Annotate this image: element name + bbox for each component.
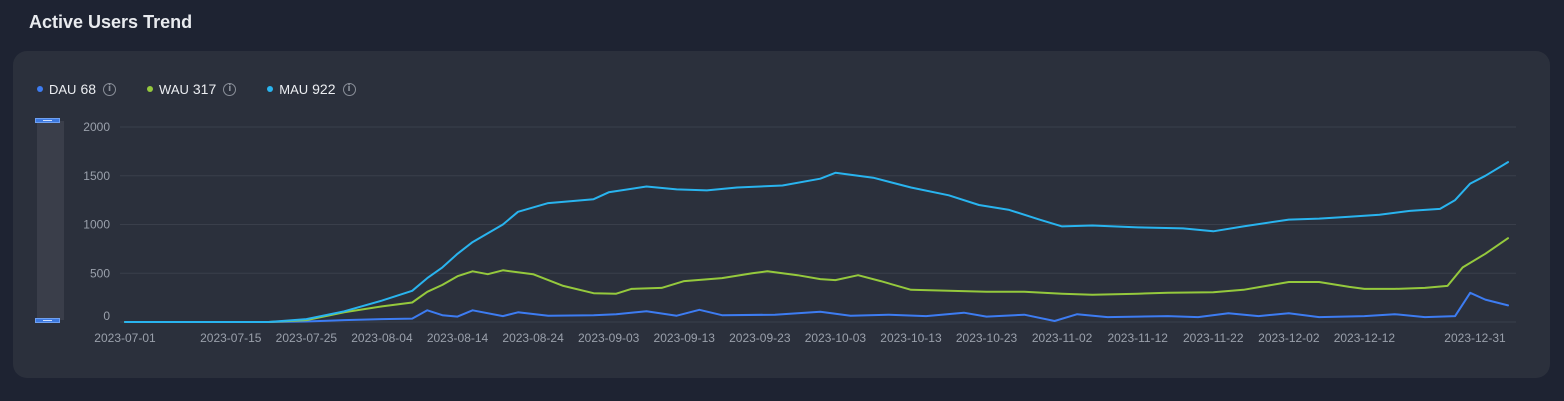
legend-value-mau: 922 xyxy=(312,81,336,97)
y-tick-label: 0 xyxy=(103,309,110,323)
legend-item-wau[interactable]: WAU 317 i xyxy=(147,81,237,97)
x-tick-label: 2023-10-13 xyxy=(880,331,942,345)
legend-dot-dau xyxy=(37,86,43,92)
x-tick-label: 2023-08-24 xyxy=(502,331,564,345)
x-tick-label: 2023-11-12 xyxy=(1107,331,1168,345)
legend-dot-mau xyxy=(267,86,274,92)
y-tick-label: 500 xyxy=(90,266,110,280)
series-line-wau[interactable] xyxy=(124,237,1509,323)
x-tick-label: 2023-12-12 xyxy=(1334,331,1396,345)
x-tick-label: 2023-07-01 xyxy=(94,331,156,345)
legend-item-dau[interactable]: DAU 68 i xyxy=(37,81,117,97)
x-tick-label: 2023-07-25 xyxy=(276,331,338,345)
x-tick-label: 2023-10-23 xyxy=(956,331,1018,345)
legend-dot-wau xyxy=(147,86,154,92)
x-tick-label: 2023-07-15 xyxy=(200,331,262,345)
legend-value-wau: 317 xyxy=(192,81,217,97)
legend-value-dau: 68 xyxy=(80,81,97,97)
zoom-handle-top[interactable] xyxy=(35,118,60,123)
page-title: Active Users Trend xyxy=(29,12,193,32)
x-tick-label: 2023-12-31 xyxy=(1444,331,1506,345)
series-line-mau[interactable] xyxy=(124,161,1509,323)
chart-card: DAU 68 i WAU 317 i MAU 922 i xyxy=(13,51,1550,378)
x-tick-label: 2023-11-22 xyxy=(1183,331,1244,345)
legend-label-wau: WAU xyxy=(159,81,189,97)
chart-legend: DAU 68 i WAU 317 i MAU 922 i xyxy=(37,81,387,97)
x-tick-label: 2023-09-03 xyxy=(578,331,640,345)
x-tick-label: 2023-08-04 xyxy=(351,331,413,345)
x-tick-label: 2023-09-23 xyxy=(729,331,791,345)
info-icon[interactable]: i xyxy=(103,82,117,96)
x-tick-label: 2023-11-02 xyxy=(1032,331,1093,345)
x-tick-label: 2023-10-03 xyxy=(805,331,867,345)
x-tick-label: 2023-08-14 xyxy=(427,331,489,345)
x-tick-label: 2023-09-13 xyxy=(654,331,716,345)
info-icon[interactable]: i xyxy=(342,82,356,96)
x-tick-label: 2023-12-02 xyxy=(1258,331,1320,345)
y-tick-label: 1000 xyxy=(83,218,110,232)
legend-label-mau: MAU xyxy=(279,81,309,97)
legend-item-mau[interactable]: MAU 922 i xyxy=(267,81,356,97)
info-icon[interactable]: i xyxy=(223,82,237,96)
y-tick-label: 1500 xyxy=(83,169,110,183)
y-tick-label: 2000 xyxy=(83,120,110,134)
zoom-handle-bottom[interactable] xyxy=(35,318,60,323)
series-line-dau[interactable] xyxy=(124,291,1509,323)
legend-label-dau: DAU xyxy=(49,81,77,97)
vertical-zoom-slider[interactable] xyxy=(35,118,64,323)
